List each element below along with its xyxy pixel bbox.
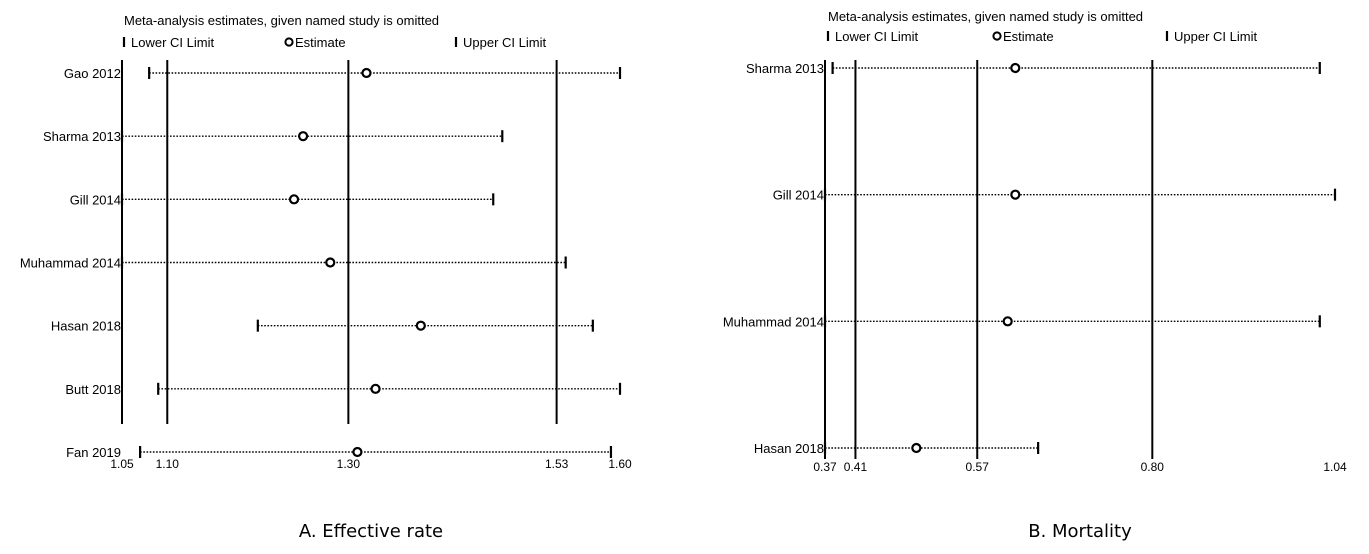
tick-label: 1.30 bbox=[337, 457, 361, 471]
estimate-point bbox=[325, 257, 336, 268]
tick-label: 0.80 bbox=[1141, 460, 1165, 474]
study-label: Muhammad 2014 bbox=[20, 256, 121, 271]
study-label: Fan 2019 bbox=[66, 445, 121, 460]
estimate-point bbox=[1010, 62, 1021, 74]
tick-label: 1.53 bbox=[545, 457, 569, 471]
plot-header: Meta-analysis estimates, given named stu… bbox=[124, 13, 439, 28]
study-label: Gao 2012 bbox=[64, 66, 121, 81]
tick-label: 0.41 bbox=[844, 460, 868, 474]
estimate-point bbox=[288, 194, 300, 205]
study-label: Sharma 2013 bbox=[746, 61, 824, 76]
legend-estimate-mark bbox=[992, 31, 1002, 41]
legend-estimate-mark bbox=[284, 37, 294, 47]
estimate-point bbox=[911, 442, 922, 454]
study-label: Muhammad 2014 bbox=[723, 314, 824, 329]
study-label: Gill 2014 bbox=[773, 188, 824, 203]
study-label: Hasan 2018 bbox=[51, 319, 121, 334]
estimate-point bbox=[370, 383, 381, 394]
estimate-point bbox=[415, 320, 426, 331]
estimate-point bbox=[297, 131, 309, 142]
legend-estimate-label: Estimate bbox=[1003, 29, 1054, 44]
estimate-point bbox=[1002, 316, 1013, 327]
plot-caption: B. Mortality bbox=[1028, 521, 1132, 542]
study-label: Butt 2018 bbox=[65, 382, 121, 397]
study-label: Hasan 2018 bbox=[754, 441, 824, 456]
tick-label: 0.57 bbox=[966, 460, 990, 474]
estimate-point bbox=[352, 446, 363, 458]
study-label: Sharma 2013 bbox=[43, 129, 121, 144]
study-label: Gill 2014 bbox=[70, 192, 121, 207]
tick-label: 0.37 bbox=[813, 460, 837, 474]
estimate-point bbox=[361, 67, 372, 79]
legend-estimate-label: Estimate bbox=[295, 35, 346, 50]
legend-upper-label: Upper CI Limit bbox=[1174, 29, 1257, 44]
legend-upper-label: Upper CI Limit bbox=[463, 35, 546, 50]
legend-lower-label: Lower CI Limit bbox=[835, 29, 918, 44]
legend-lower-label: Lower CI Limit bbox=[131, 35, 214, 50]
tick-label: 1.04 bbox=[1323, 460, 1347, 474]
plot-header: Meta-analysis estimates, given named stu… bbox=[828, 9, 1143, 24]
tick-label: 1.10 bbox=[156, 457, 180, 471]
estimate-point bbox=[1010, 189, 1021, 200]
tick-label: 1.05 bbox=[110, 457, 134, 471]
plot-caption: A. Effective rate bbox=[299, 521, 443, 542]
tick-label: 1.60 bbox=[608, 457, 632, 471]
